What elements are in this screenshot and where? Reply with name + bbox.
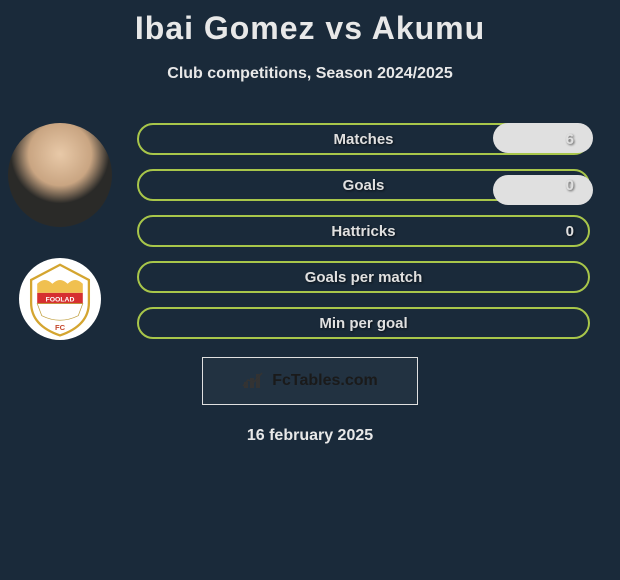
comparison-pill bbox=[493, 123, 593, 153]
date-label: 16 february 2025 bbox=[0, 427, 620, 445]
player-avatar bbox=[8, 123, 112, 227]
svg-text:FOOLAD: FOOLAD bbox=[46, 296, 75, 303]
chart-icon bbox=[242, 372, 266, 390]
stat-bars: Matches 6 Goals 0 Hattricks 0 Goals per … bbox=[137, 123, 590, 339]
player-face-icon bbox=[8, 123, 112, 227]
stat-label: Min per goal bbox=[319, 315, 407, 332]
stat-value: 0 bbox=[566, 223, 574, 240]
stat-value: 0 bbox=[566, 177, 574, 194]
stat-row-hattricks: Hattricks 0 bbox=[137, 215, 590, 247]
svg-text:FC: FC bbox=[55, 323, 66, 332]
stat-label: Goals per match bbox=[305, 269, 423, 286]
stat-value: 6 bbox=[566, 131, 574, 148]
stat-row-goals-per-match: Goals per match bbox=[137, 261, 590, 293]
foolad-badge-icon: FOOLAD FC bbox=[22, 261, 98, 337]
club-badge: FOOLAD FC bbox=[19, 258, 101, 340]
subtitle: Club competitions, Season 2024/2025 bbox=[0, 65, 620, 83]
watermark: FcTables.com bbox=[202, 357, 418, 405]
stat-label: Goals bbox=[343, 177, 385, 194]
page-title: Ibai Gomez vs Akumu bbox=[0, 0, 620, 47]
stat-label: Matches bbox=[333, 131, 393, 148]
stat-row-min-per-goal: Min per goal bbox=[137, 307, 590, 339]
watermark-text: FcTables.com bbox=[272, 372, 378, 390]
comparison-pill bbox=[493, 175, 593, 205]
comparison-chart: FOOLAD FC Matches 6 Goals 0 Hattricks 0 … bbox=[0, 123, 620, 339]
stat-label: Hattricks bbox=[331, 223, 395, 240]
